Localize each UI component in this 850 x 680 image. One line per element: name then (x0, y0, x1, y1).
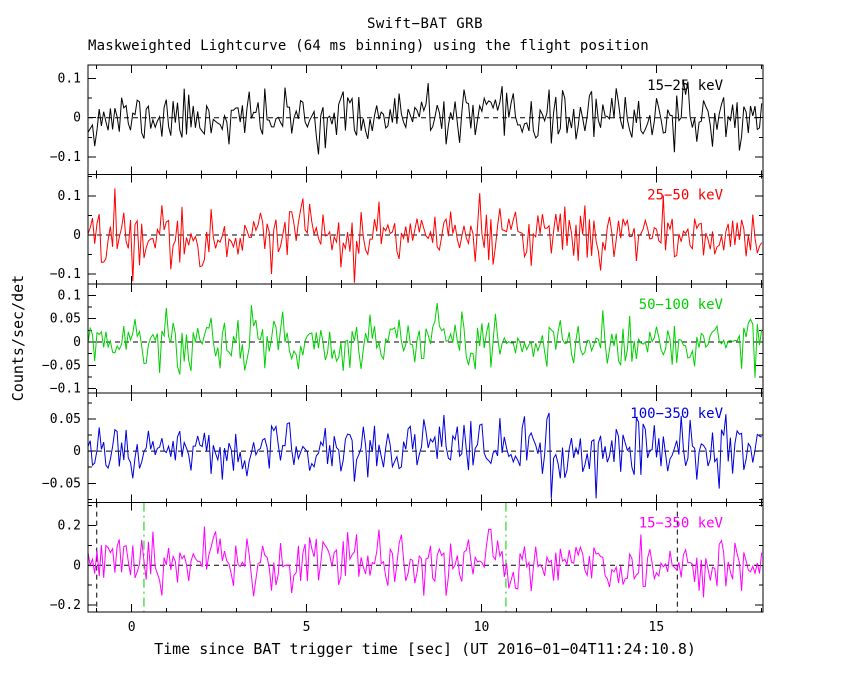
lightcurve-15-350-kev (87, 526, 763, 598)
x-axis-label: Time since BAT trigger time [sec] (UT 20… (154, 640, 696, 658)
y-tick-label: 0 (73, 111, 81, 126)
y-tick-label: 0 (73, 335, 81, 350)
y-tick-label: 0.1 (58, 288, 81, 303)
lightcurve-50-100-kev (87, 303, 763, 378)
panel-15-350-kev: 0 5 10 15 −0.2 0 0.2 15−350 keV (50, 502, 764, 635)
energy-band-label: 100−350 keV (630, 406, 723, 422)
chart-subtitle: Maskweighted Lightcurve (64 ms binning) … (88, 38, 649, 54)
panel-25-50-kev: −0.1 0 0.1 25−50 keV (50, 173, 764, 285)
x-tick-label: 5 (303, 620, 311, 635)
y-tick-label: −0.1 (50, 150, 81, 165)
x-tick-label: 10 (474, 620, 490, 635)
y-tick-label: 0.2 (58, 518, 81, 533)
y-tick-label: 0.1 (58, 189, 81, 204)
panel-15-25-kev: −0.1 0 0.1 15−25 keV (50, 64, 764, 175)
y-tick-label: −0.1 (50, 267, 81, 282)
y-tick-label: −0.05 (42, 358, 81, 373)
lightcurve-100-350-kev (87, 412, 762, 499)
x-tick-label: 0 (128, 620, 136, 635)
chart-title: Swift−BAT GRB (366, 16, 484, 32)
panel-frame (87, 502, 764, 613)
y-tick-label: −0.1 (50, 382, 81, 397)
y-tick-label: 0.05 (50, 412, 81, 427)
y-tick-label: 0.1 (58, 72, 81, 87)
y-tick-label: 0.05 (50, 312, 81, 327)
x-tick-label: 15 (649, 620, 665, 635)
energy-band-label: 15−350 keV (639, 516, 724, 532)
y-tick-label: 0 (73, 558, 81, 573)
y-tick-label: −0.05 (42, 476, 81, 491)
energy-band-label: 50−100 keV (639, 297, 724, 313)
y-tick-label: 0 (73, 228, 81, 243)
panel-100-350-kev: −0.05 0 0.05 100−350 keV (42, 392, 764, 504)
lightcurve-15-25-kev (87, 80, 763, 155)
energy-band-label: 25−50 keV (647, 187, 723, 203)
energy-band-label: 15−25 keV (647, 78, 723, 94)
lightcurve-25-50-kev (87, 188, 763, 283)
y-tick-label: 0 (73, 444, 81, 459)
panel-50-100-kev: −0.1 −0.05 0 0.05 0.1 50−100 keV (42, 283, 764, 397)
y-tick-label: −0.2 (50, 598, 81, 613)
